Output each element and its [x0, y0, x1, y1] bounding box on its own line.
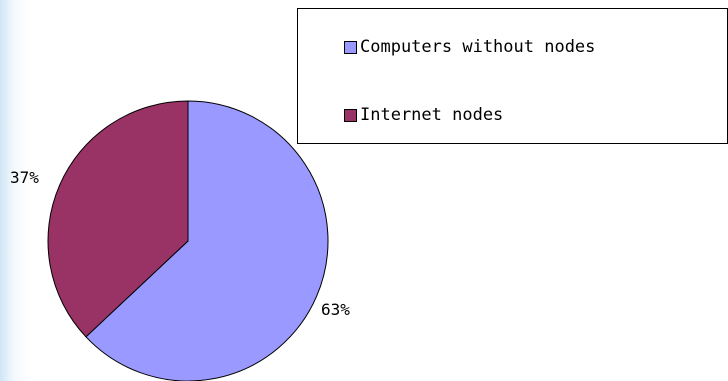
legend-item-internet-nodes: Internet nodes: [344, 105, 503, 125]
legend-item-computers-without-nodes: Computers without nodes: [344, 37, 595, 57]
pie-slice-internet-nodes: [47, 100, 189, 338]
legend-label-internet-nodes: Internet nodes: [360, 105, 504, 125]
legend-label-computers-without-nodes: Computers without nodes: [360, 37, 596, 57]
pie-slices: [47, 100, 329, 381]
pie-slice-computers-without-nodes: [85, 100, 329, 381]
slice-label-internet-nodes: 37%: [10, 168, 39, 187]
chart-legend: Computers without nodes Internet nodes: [297, 8, 728, 144]
legend-swatch-computers-without-nodes: [344, 40, 357, 54]
slice-label-computers-without-nodes: 63%: [321, 300, 350, 319]
legend-swatch-internet-nodes: [344, 108, 357, 122]
